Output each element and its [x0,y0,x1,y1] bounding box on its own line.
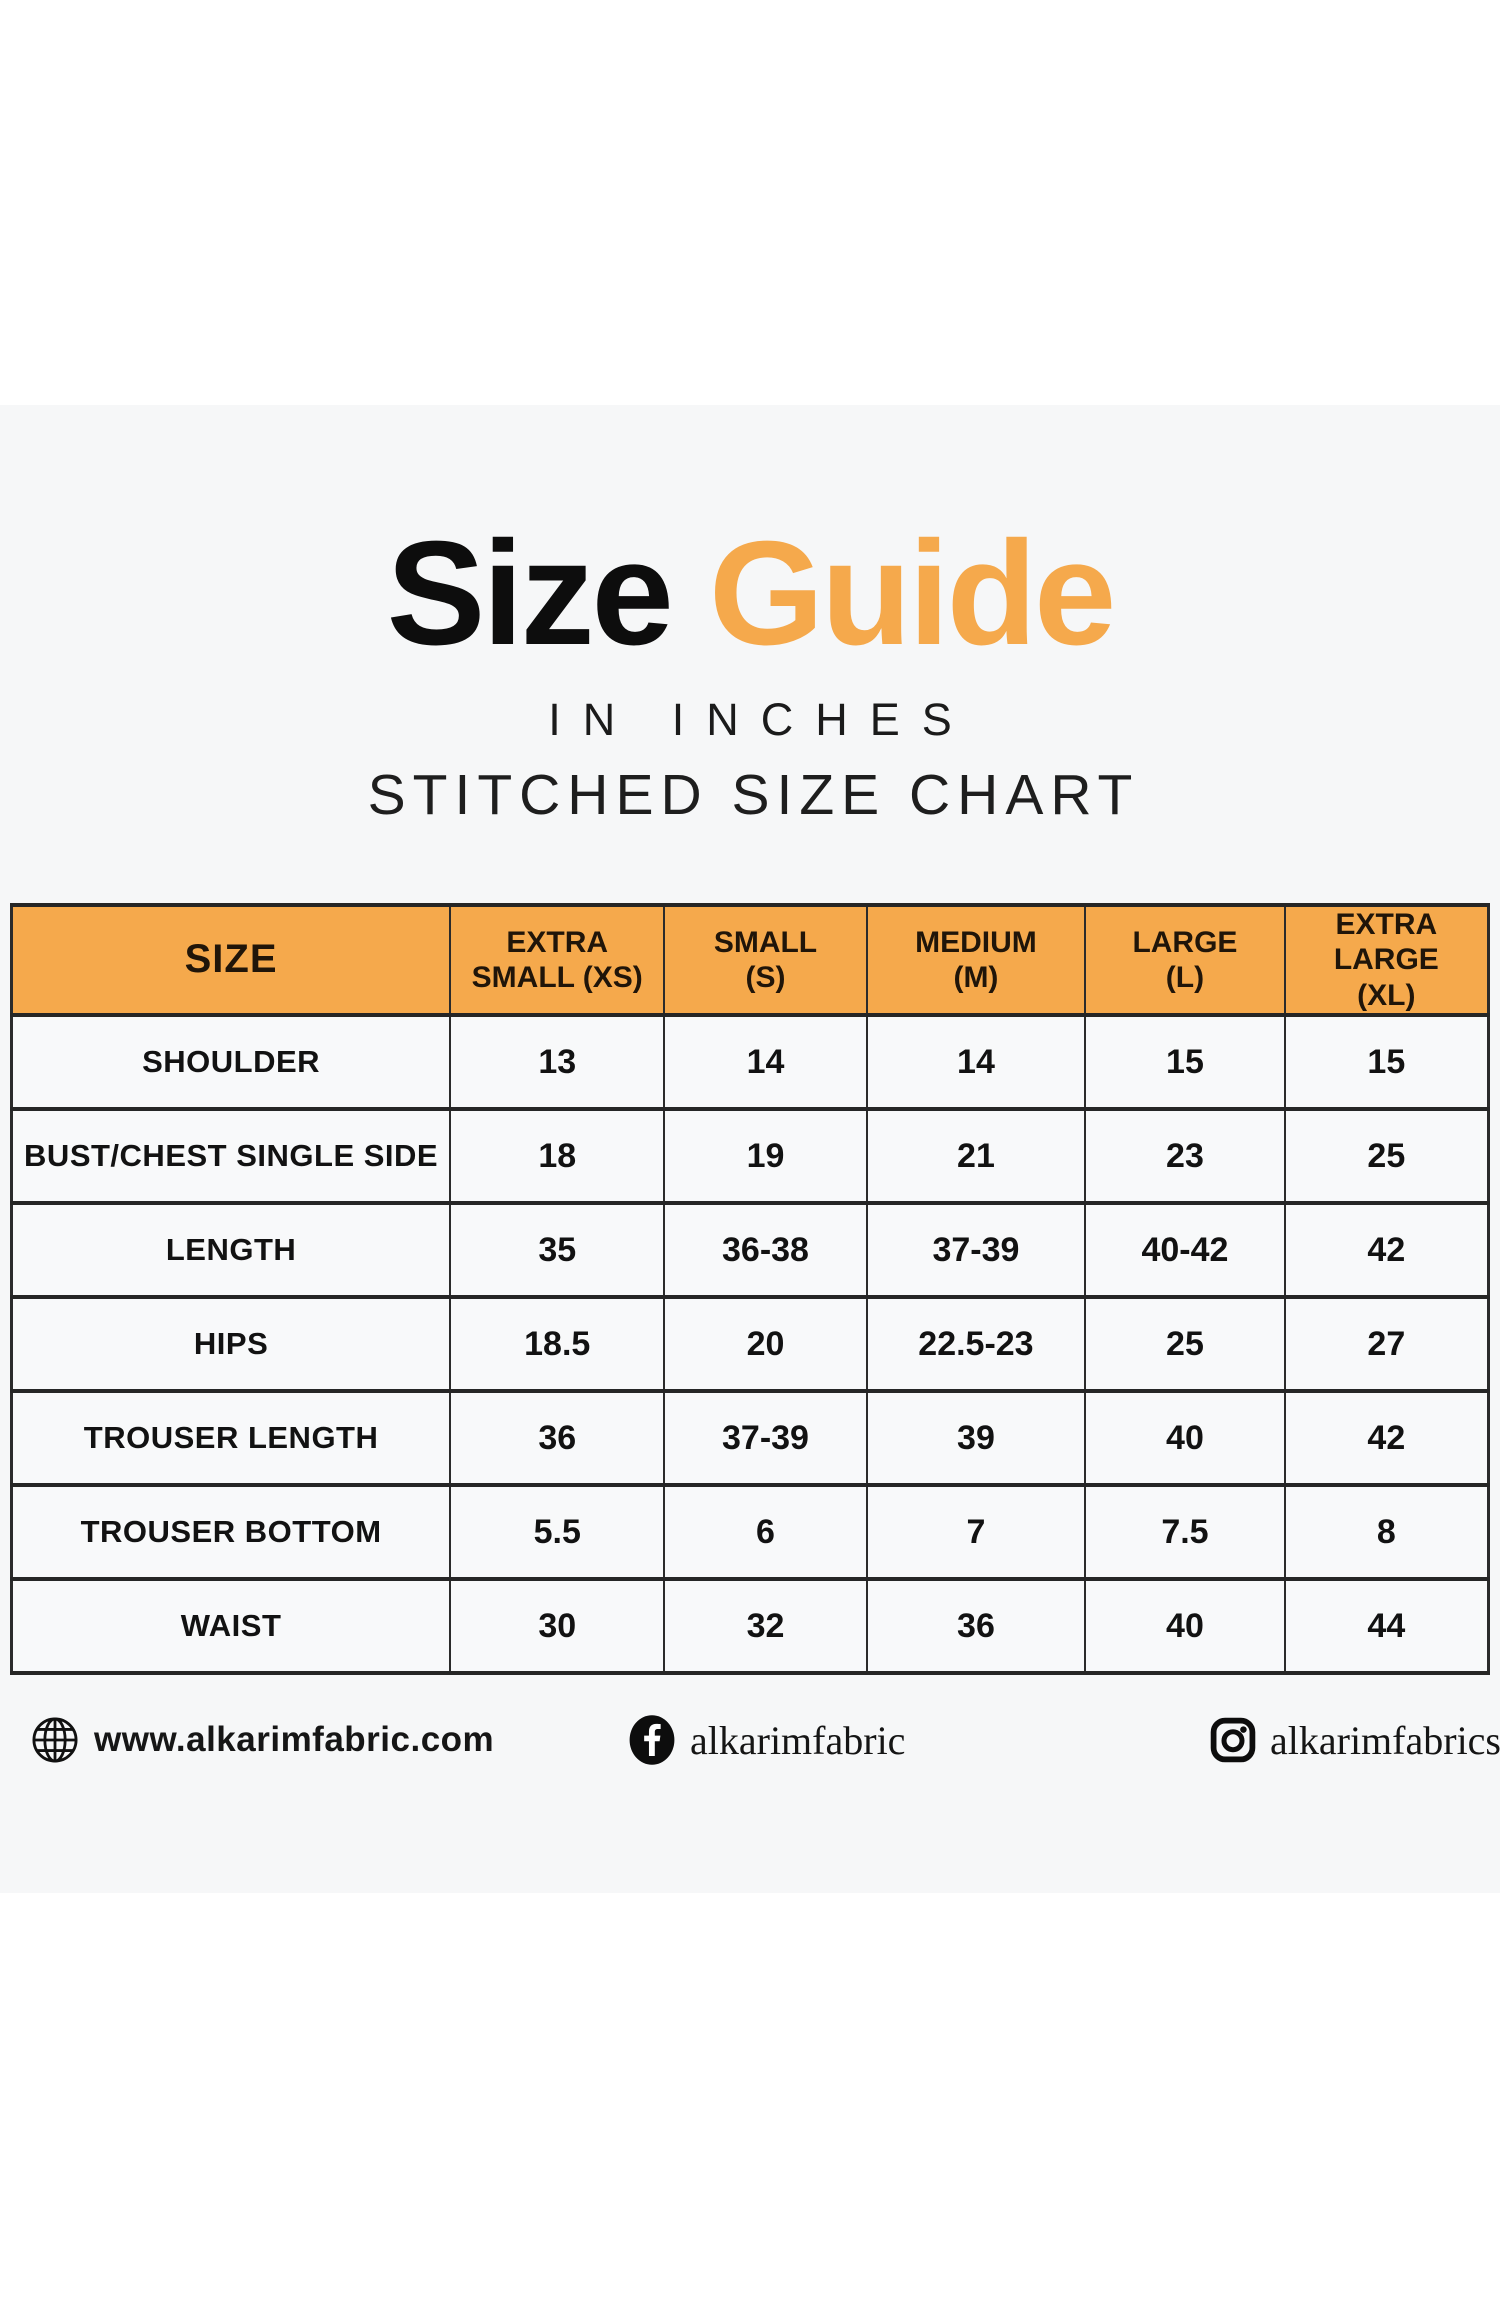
table-header-row: SIZE EXTRA SMALL (XS) SMALL (S) MEDIUM (M) … [10,902,1490,1018]
globe-icon [30,1715,80,1765]
footer-facebook: alkarimfabric [628,1705,905,1775]
size-chart-table: SIZE EXTRA SMALL (XS) SMALL (S) MEDIUM (M) … [10,902,1490,1676]
cell-value: 36-38 [663,1201,868,1300]
table-row-trouser-bottom: TROUSER BOTTOM 5.5 6 7 7.5 8 [10,1483,1490,1582]
cell-value: 14 [865,1013,1087,1112]
footer-website: www.alkarimfabric.com [30,1705,494,1775]
header-cell-small: SMALL (S) [663,902,868,1018]
title-block: Size Guide IN INCHES STITCHED SIZE CHART [0,520,1500,828]
header-cell-size: SIZE [10,902,452,1018]
header-cell-extra-large: EXTRA LARGE (XL) [1283,902,1490,1018]
cell-value: 37-39 [865,1201,1087,1300]
cell-value: 37-39 [663,1389,868,1488]
cell-value: 39 [865,1389,1087,1488]
cell-value: 25 [1084,1295,1286,1394]
cell-value: 36 [865,1577,1087,1676]
table-row-length: LENGTH 35 36-38 37-39 40-42 42 [10,1201,1490,1300]
subtitle-stitched-size-chart: STITCHED SIZE CHART [367,763,1140,827]
cell-value: 40 [1084,1389,1286,1488]
cell-value: 6 [663,1483,868,1582]
row-label: TROUSER LENGTH [10,1389,452,1488]
header-cell-extra-small: EXTRA SMALL (XS) [449,902,666,1018]
cell-value: 13 [449,1013,666,1112]
cell-value: 42 [1283,1389,1490,1488]
row-label: HIPS [10,1295,452,1394]
header-cell-medium: MEDIUM (M) [865,902,1087,1018]
cell-value: 36 [449,1389,666,1488]
cell-value: 7 [865,1483,1087,1582]
table-row-hips: HIPS 18.5 20 22.5-23 25 27 [10,1295,1490,1394]
cell-value: 5.5 [449,1483,666,1582]
row-label: WAIST [10,1577,452,1676]
row-label: BUST/CHEST SINGLE SIDE [10,1107,452,1206]
table-row-bust-chest: BUST/CHEST SINGLE SIDE 18 19 21 23 25 [10,1107,1490,1206]
cell-value: 7.5 [1084,1483,1286,1582]
row-label: SHOULDER [10,1013,452,1112]
cell-value: 23 [1084,1107,1286,1206]
cell-value: 25 [1283,1107,1490,1206]
cell-value: 42 [1283,1201,1490,1300]
table-row-waist: WAIST 30 32 36 40 44 [10,1577,1490,1676]
instagram-icon [1210,1717,1256,1763]
page-title: Size Guide [0,520,1500,668]
cell-value: 21 [865,1107,1087,1206]
cell-value: 18 [449,1107,666,1206]
header-cell-large: LARGE (L) [1084,902,1286,1018]
cell-value: 15 [1283,1013,1490,1112]
cell-value: 19 [663,1107,868,1206]
cell-value: 32 [663,1577,868,1676]
cell-value: 35 [449,1201,666,1300]
facebook-handle: alkarimfabric [690,1717,906,1763]
row-label: TROUSER BOTTOM [10,1483,452,1582]
website-url: www.alkarimfabric.com [94,1720,495,1759]
cell-value: 40-42 [1084,1201,1286,1300]
cell-value: 44 [1283,1577,1490,1676]
cell-value: 15 [1084,1013,1286,1112]
cell-value: 14 [663,1013,868,1112]
table-row-trouser-length: TROUSER LENGTH 36 37-39 39 40 42 [10,1389,1490,1488]
cell-value: 40 [1084,1577,1286,1676]
table-row-shoulder: SHOULDER 13 14 14 15 15 [10,1013,1490,1112]
facebook-icon [628,1714,676,1766]
cell-value: 22.5-23 [865,1295,1087,1394]
instagram-handle: alkarimfabrics [1270,1717,1500,1763]
subtitle-in-inches: IN INCHES [548,694,974,745]
footer-instagram: alkarimfabrics [1210,1705,1500,1775]
title-word-guide: Guide [708,511,1116,676]
title-word-size: Size [386,511,674,676]
row-label: LENGTH [10,1201,452,1300]
cell-value: 30 [449,1577,666,1676]
cell-value: 8 [1283,1483,1490,1582]
cell-value: 20 [663,1295,868,1394]
cell-value: 18.5 [449,1295,666,1394]
cell-value: 27 [1283,1295,1490,1394]
